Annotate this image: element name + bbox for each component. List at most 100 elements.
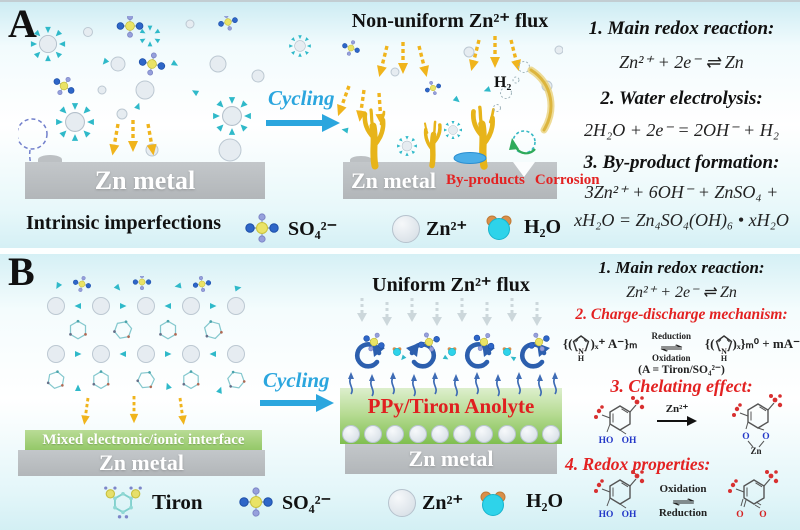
zinc-legend-label: Zn²⁺: [422, 492, 464, 514]
oh-label: OH: [622, 436, 637, 446]
tiron-icon: [103, 485, 143, 520]
reaction-2-equation: 2H₂O + 2e⁻ = 2OH⁻ + H₂: [584, 120, 779, 140]
reaction-3-heading: 3. By-product formation:: [583, 152, 780, 173]
oh-label: OH: [622, 510, 637, 520]
corrosion-label: Corrosion: [534, 172, 600, 188]
tiron-oxidized-quinone-structure: O O: [728, 470, 779, 520]
tiron-legend-label: Tiron: [152, 490, 203, 514]
zinc-ion-icon: [392, 215, 420, 243]
ppy-reduced-structure: {( N H )ₓ}ₘ⁰ + mA⁻: [705, 334, 800, 361]
reaction-3-equation-line2: xH₂O = Zn₄SO₄(OH)₆ • xH₂O: [574, 210, 789, 230]
hydrogen-label: H: [720, 354, 727, 361]
byproducts-label: By-products: [445, 172, 525, 188]
electrolyte-network-scene: [45, 276, 248, 427]
zinc-legend-label: Zn²⁺: [426, 218, 468, 240]
zn-metal-label: Zn metal: [408, 446, 494, 471]
nitrogen-label: N: [721, 347, 727, 356]
water-icon: [480, 491, 506, 516]
anion-note: (A = Tiron/SO₄²⁻): [638, 364, 725, 376]
zn-deposit: [541, 425, 560, 443]
tiron-zn-chelate-structure: O O Zn: [732, 394, 783, 456]
uniform-flux-scene: [347, 296, 559, 397]
water-icon: [486, 215, 512, 240]
uniform-flux-title: Uniform Zn²⁺ flux: [372, 274, 530, 296]
equilibrium-arrow: ⇌: [671, 494, 695, 509]
nitrogen-label: N: [579, 347, 585, 356]
cycling-label: Cycling: [268, 86, 335, 110]
zn-metal-electrode-right: Zn metal: [345, 444, 557, 474]
zn-deposit: [342, 425, 360, 443]
sulfate-legend-label: SO₄²⁻: [288, 218, 338, 240]
water-legend-label: H₂O: [526, 490, 564, 512]
panel-b: B Mixed electronic/ionic interface Zn me…: [0, 249, 800, 530]
tiron-reduced-structure: HO OH: [594, 470, 645, 520]
zn-metal-label: Zn metal: [351, 167, 436, 193]
bracket: )ₓ⁺ A⁻}ₘ: [590, 335, 638, 351]
oxidation-label: Oxidation: [659, 483, 707, 495]
sulfate-icon: [239, 487, 274, 517]
zn-deposit: [386, 425, 405, 443]
zn-metal-label: Zn metal: [94, 165, 196, 195]
sulfate-icon: [245, 213, 280, 243]
water-legend-label: H₂O: [524, 216, 562, 238]
redox-equilibrium-arrows: Oxidation ⇌ Reduction: [649, 484, 717, 519]
panel-a-reactions: 1. Main redox reaction: Zn²⁺ + 2e⁻ ⇌ Zn …: [563, 2, 800, 248]
ho-label: HO: [599, 510, 614, 520]
bracket: {(: [705, 335, 715, 351]
reaction-1-heading: 1. Main redox reaction:: [588, 18, 775, 39]
tiron-structure: HO OH: [594, 396, 645, 446]
plated-zn-row: [342, 425, 560, 443]
zn-deposit: [475, 425, 494, 443]
non-uniform-flux-title: Non-uniform Zn²⁺ flux: [351, 10, 549, 32]
chelation-arrow: Zn²⁺: [655, 402, 699, 427]
reaction-1-heading: 1. Main redox reaction:: [598, 258, 765, 277]
reaction-1-equation: Zn²⁺ + 2e⁻ ⇌ Zn: [626, 284, 737, 301]
bracket: {(: [563, 335, 573, 351]
bracket: )ₓ}ₘ⁰ + mA⁻: [732, 335, 800, 351]
o-label: O: [742, 432, 749, 442]
reaction-2-heading: 2. Water electrolysis:: [600, 88, 763, 109]
ppy-oxidized-structure: {( N H )ₓ⁺ A⁻}ₘ: [563, 334, 637, 361]
zn-deposit: [519, 425, 538, 443]
ho-label: HO: [599, 436, 614, 446]
pristine-electrolyte-scene: [18, 16, 330, 191]
zn-deposit: [453, 425, 472, 443]
cycling-arrow-icon: [266, 114, 340, 132]
zn-deposit: [364, 425, 383, 443]
cycling-arrow-icon: [260, 394, 334, 412]
zn-deposit: [408, 425, 427, 443]
electrode-bump: [350, 156, 372, 164]
reaction-3-heading: 3. Chelating effect:: [610, 376, 753, 396]
panel-a: A Zn metal Cycling Non: [0, 2, 800, 248]
dendrite-corrosion-scene: [337, 34, 563, 177]
zn-ion-label: Zn²⁺: [665, 403, 689, 415]
zn-metal-label: Zn metal: [99, 450, 184, 475]
pyrrole-ring-icon: N H: [573, 334, 590, 361]
zn-metal-electrode-left: Zn metal: [18, 450, 265, 476]
reaction-3-equation-line1: 3Zn²⁺ + 6OH⁻ + ZnSO₄ +: [584, 182, 779, 202]
cycling-label: Cycling: [263, 368, 330, 392]
o-label: O: [759, 510, 766, 520]
reaction-1-equation: Zn²⁺ + 2e⁻ ⇌ Zn: [619, 52, 744, 72]
panel-a-label: A: [8, 1, 37, 46]
reduction-label: Reduction: [651, 330, 691, 341]
electrode-imperfection-bump: [38, 155, 62, 164]
intrinsic-imperfections-label: Intrinsic imperfections: [26, 212, 221, 234]
mixed-interface-label: Mixed electronic/ionic interface: [42, 431, 245, 448]
right-arrow-icon: [657, 416, 697, 426]
reduction-label: Reduction: [658, 507, 708, 519]
zn-label: Zn: [750, 446, 761, 456]
zn-deposit: [497, 425, 516, 443]
sulfate-legend-label: SO₄²⁻: [282, 492, 332, 514]
redox-equilibrium-arrows: Reduction ⇌ Oxidation: [651, 330, 691, 363]
zinc-ion-icon: [388, 489, 416, 517]
anolyte-label: PPy/Tiron Anolyte: [367, 394, 535, 418]
o-label: O: [736, 510, 743, 520]
pyrrole-ring-icon: N H: [715, 334, 732, 361]
panel-divider: [0, 248, 800, 254]
reaction-4-heading: 4. Redox properties:: [565, 454, 711, 474]
panel-b-label: B: [8, 249, 35, 294]
ppy-tiron-anolyte-layer: PPy/Tiron Anolyte: [340, 388, 562, 444]
zn-deposit: [430, 425, 449, 443]
